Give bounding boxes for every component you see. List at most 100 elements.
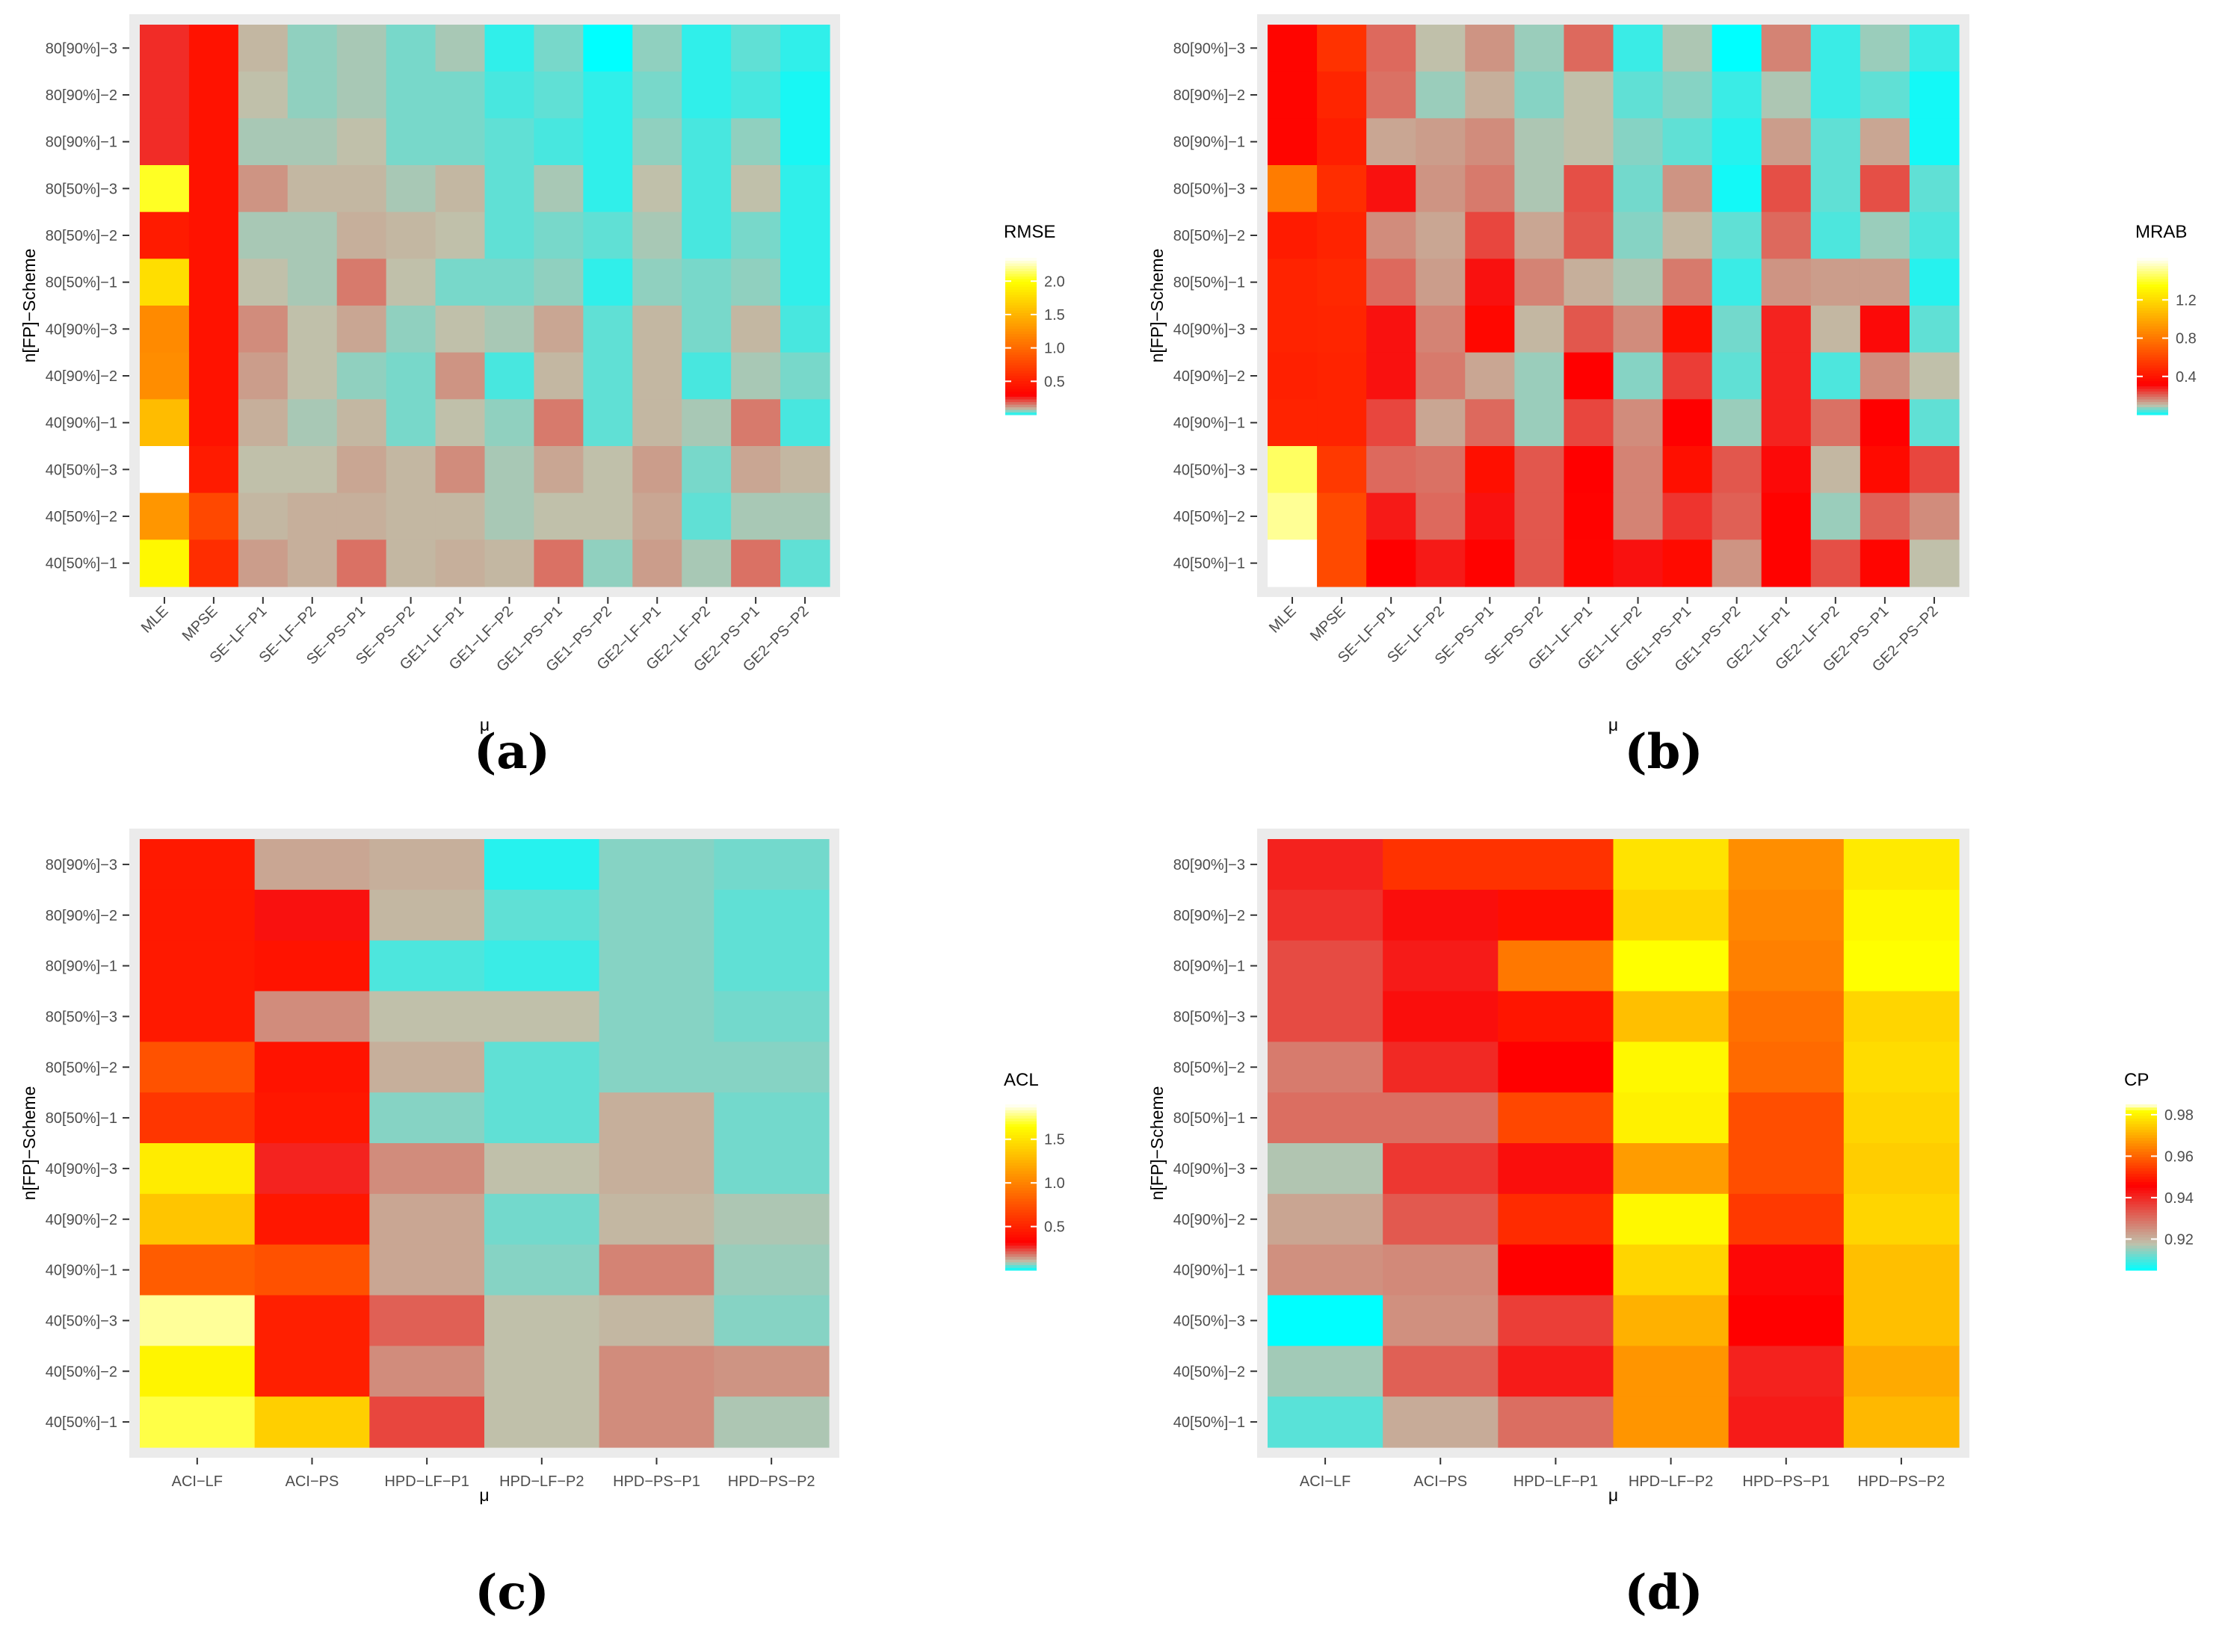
legend-gradient-segment [1005,1234,1037,1238]
legend-gradient-segment [1005,1248,1037,1252]
heatmap-cell [714,991,830,1042]
heatmap-cell [369,889,485,941]
heatmap-cell [484,306,535,353]
y-axis-title: n[FP]−Scheme [19,1086,39,1201]
legend-gradient-segment [2137,338,2168,342]
heatmap-cell [714,1295,830,1346]
legend-gradient-segment [2137,386,2168,389]
legend-gradient-segment [2126,1176,2157,1180]
heatmap-cell [1498,889,1614,941]
heatmap-cell [1268,1346,1383,1397]
heatmap-cell [1383,1396,1499,1448]
heatmap-panel-3: 80[90%]−3 80[90%]−2 80[90%]−1 80[50%]−3 80[5… [19,829,1065,1621]
heatmap-cell [583,446,633,494]
legend-gradient-segment [1005,1165,1037,1169]
heatmap-cell [534,259,584,306]
legend-gradient-segment [2126,1140,2157,1144]
y-axis-title: n[FP]−Scheme [1147,1086,1167,1201]
legend-gradient-segment [1005,323,1037,327]
legend-gradient-segment [1005,1243,1037,1246]
heatmap-cell [238,118,288,166]
legend-gradient-segment [2137,315,2168,319]
heatmap-cell [1317,399,1367,447]
heatmap-cell [780,492,830,540]
legend-gradient-segment [1005,1220,1037,1224]
y-tick-label: 80[50%]−2 [46,1059,117,1076]
heatmap-cell [1268,1193,1383,1246]
legend-gradient-segment [2126,1123,2157,1127]
heatmap-cell [1317,306,1367,353]
legend-gradient-segment [2126,1264,2157,1268]
heatmap-cell [599,1295,715,1346]
heatmap-cell [1465,446,1515,494]
heatmap-cell [1514,492,1565,540]
heatmap-cell [140,1042,256,1093]
heatmap-cell [682,25,732,72]
heatmap-cell [336,446,387,494]
legend-gradient-segment [1005,1178,1037,1183]
heatmap-cell [484,1193,600,1246]
heatmap-cell [1514,399,1565,447]
legend-gradient-segment [1005,1264,1037,1268]
legend-gradient-segment [1005,1215,1037,1219]
heatmap-cell [1514,352,1565,400]
color-legend: ACL 0.5 1.0 1.5 [1004,1070,1065,1271]
legend-gradient-segment [1005,365,1037,368]
heatmap-cell [583,118,633,166]
heatmap-cell [1860,118,1910,166]
y-tick-label: 40[90%]−1 [1173,415,1245,432]
heatmap-cell [1761,118,1812,166]
heatmap-cell [435,539,486,587]
legend-gradient-segment [2126,1107,2157,1110]
legend-gradient-segment [1005,1140,1037,1144]
heatmap-cell [369,1396,485,1448]
heatmap-cell [140,1396,256,1448]
legend-gradient-segment [1005,279,1037,282]
heatmap-cell [254,1244,370,1296]
heatmap-cell [1810,118,1861,166]
panel-caption: (d) [1624,1565,1703,1621]
y-tick-label: 40[50%]−2 [46,1364,117,1380]
heatmap-cell [1498,839,1614,891]
legend-gradient-segment [2137,323,2168,327]
heatmap-cell [1810,306,1861,353]
heatmap-cell [386,446,436,494]
legend-gradient-segment [2126,1198,2157,1202]
heatmap-cell [1613,1042,1729,1093]
heatmap-cell [369,940,485,992]
heatmap-panel-4: 80[90%]−3 80[90%]−2 80[90%]−1 80[50%]−3 80[5… [1147,829,2194,1621]
legend-gradient-segment [2137,349,2168,353]
heatmap-cell [484,1346,600,1397]
heatmap-cell [632,352,682,400]
legend-gradient-segment [1005,1256,1037,1260]
legend-gradient-segment [2126,1253,2157,1257]
heatmap-cell [188,539,239,587]
legend-gradient-segment [1005,300,1037,303]
heatmap-cell [1268,446,1318,494]
heatmap-cell [632,492,682,540]
heatmap-cell [140,71,190,119]
heatmap-cell [780,446,830,494]
heatmap-cell [1613,399,1664,447]
heatmap-cell [1761,446,1812,494]
legend-gradient-segment [2137,268,2168,272]
heatmap-cell [1613,492,1664,540]
heatmap-cell [1564,352,1614,400]
legend-gradient-segment [2137,260,2168,264]
heatmap-cell [254,1295,370,1346]
legend-gradient-segment [1005,270,1037,274]
heatmap-cell [731,306,781,353]
legend-gradient-segment [2126,1237,2157,1240]
legend-gradient-segment [2126,1154,2157,1157]
legend-gradient-segment [1005,352,1037,356]
legend-gradient-segment [1005,338,1037,342]
heatmap-cell [1761,306,1812,353]
legend-gradient-segment [2137,341,2168,345]
legend-gradient-segment [2126,1248,2157,1252]
heatmap-cell [1514,446,1565,494]
legend-gradient-segment [2126,1225,2157,1230]
heatmap-cell [632,259,682,306]
heatmap-cell [386,118,436,166]
heatmap-cell [534,165,584,213]
legend-gradient-segment [2137,281,2168,285]
